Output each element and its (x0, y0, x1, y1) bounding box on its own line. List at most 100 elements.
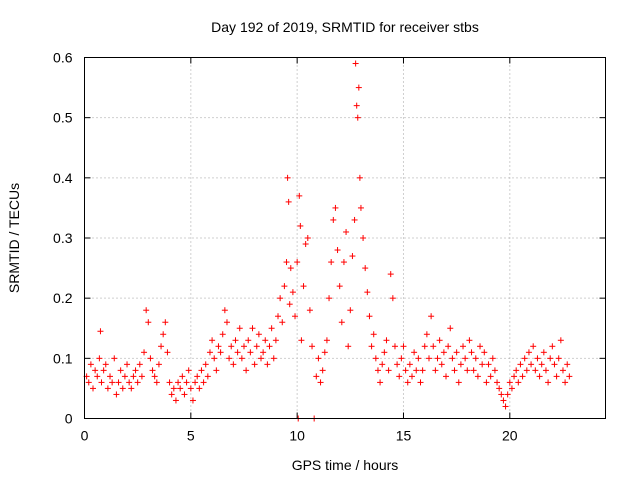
data-point (292, 313, 299, 320)
data-point (194, 373, 201, 380)
data-point (536, 373, 543, 380)
data-point (511, 373, 518, 380)
data-point (364, 289, 371, 296)
data-point (277, 295, 284, 302)
data-point (306, 307, 313, 314)
data-point (264, 361, 271, 368)
data-point (285, 198, 292, 205)
data-point (100, 367, 107, 374)
data-point (438, 361, 445, 368)
x-tick-label: 5 (187, 428, 195, 444)
data-point (226, 355, 233, 362)
data-point (111, 355, 118, 362)
y-tick-label: 0.4 (53, 170, 73, 186)
data-point (96, 355, 103, 362)
data-point (528, 361, 535, 368)
data-point (547, 355, 554, 362)
data-point (202, 361, 209, 368)
data-point (213, 367, 220, 374)
data-point (204, 373, 211, 380)
data-point (294, 259, 301, 266)
data-point (366, 313, 373, 320)
data-point (521, 355, 528, 362)
data-point (370, 331, 377, 338)
data-point (523, 367, 530, 374)
data-point (85, 379, 92, 386)
data-point (187, 385, 194, 392)
data-point (87, 361, 94, 368)
data-point (372, 355, 379, 362)
data-point (298, 337, 305, 344)
data-point (240, 343, 247, 350)
data-point (107, 373, 114, 380)
data-point (181, 391, 188, 398)
data-point (162, 319, 169, 326)
data-point (147, 355, 154, 362)
data-point (383, 337, 390, 344)
data-point (153, 379, 160, 386)
data-point (217, 349, 224, 356)
data-point (177, 385, 184, 392)
data-point (319, 367, 326, 374)
data-point (411, 349, 418, 356)
data-point (564, 361, 571, 368)
data-point (532, 367, 539, 374)
data-point (451, 367, 458, 374)
data-point (328, 259, 335, 266)
y-tick-label: 0.5 (53, 110, 73, 126)
data-point (189, 397, 196, 404)
data-point (500, 397, 507, 404)
data-point (232, 337, 239, 344)
data-point (566, 373, 573, 380)
data-point (464, 367, 471, 374)
data-point (551, 361, 558, 368)
data-point (340, 259, 347, 266)
x-axis-label: GPS time / hours (292, 457, 399, 473)
data-point (474, 373, 481, 380)
chart-title: Day 192 of 2019, SRMTID for receiver stb… (211, 19, 479, 35)
data-point (198, 367, 205, 374)
data-point (381, 349, 388, 356)
data-point (211, 355, 218, 362)
data-point (394, 361, 401, 368)
data-point (398, 355, 405, 362)
data-point (302, 241, 309, 248)
data-point (440, 349, 447, 356)
data-point (151, 373, 158, 380)
data-point (247, 349, 254, 356)
data-point (391, 343, 398, 350)
data-point (481, 349, 488, 356)
data-point (183, 379, 190, 386)
data-point (330, 216, 337, 223)
data-point (172, 397, 179, 404)
data-point (559, 367, 566, 374)
data-point (368, 343, 375, 350)
data-point (296, 192, 303, 199)
data-point (245, 337, 252, 344)
data-point (262, 337, 269, 344)
data-point (379, 361, 386, 368)
data-point (489, 355, 496, 362)
data-point (436, 337, 443, 344)
data-point (94, 373, 101, 380)
data-point (309, 343, 316, 350)
data-point (260, 349, 267, 356)
y-axis-label: SRMTID / TECUs (6, 183, 22, 293)
y-tick-label: 0.1 (53, 350, 73, 366)
data-point (506, 379, 513, 386)
data-point (304, 235, 311, 241)
data-point (196, 385, 203, 392)
data-point (562, 379, 569, 386)
data-point (185, 367, 192, 374)
data-point (421, 343, 428, 350)
data-point (270, 355, 277, 362)
data-point (377, 379, 384, 386)
data-point (462, 355, 469, 362)
data-point (343, 228, 350, 235)
data-point (238, 355, 245, 362)
y-tick-label: 0.6 (53, 50, 73, 66)
data-point (419, 367, 426, 374)
data-point (90, 385, 97, 392)
data-point (447, 325, 454, 332)
data-point (175, 379, 182, 386)
